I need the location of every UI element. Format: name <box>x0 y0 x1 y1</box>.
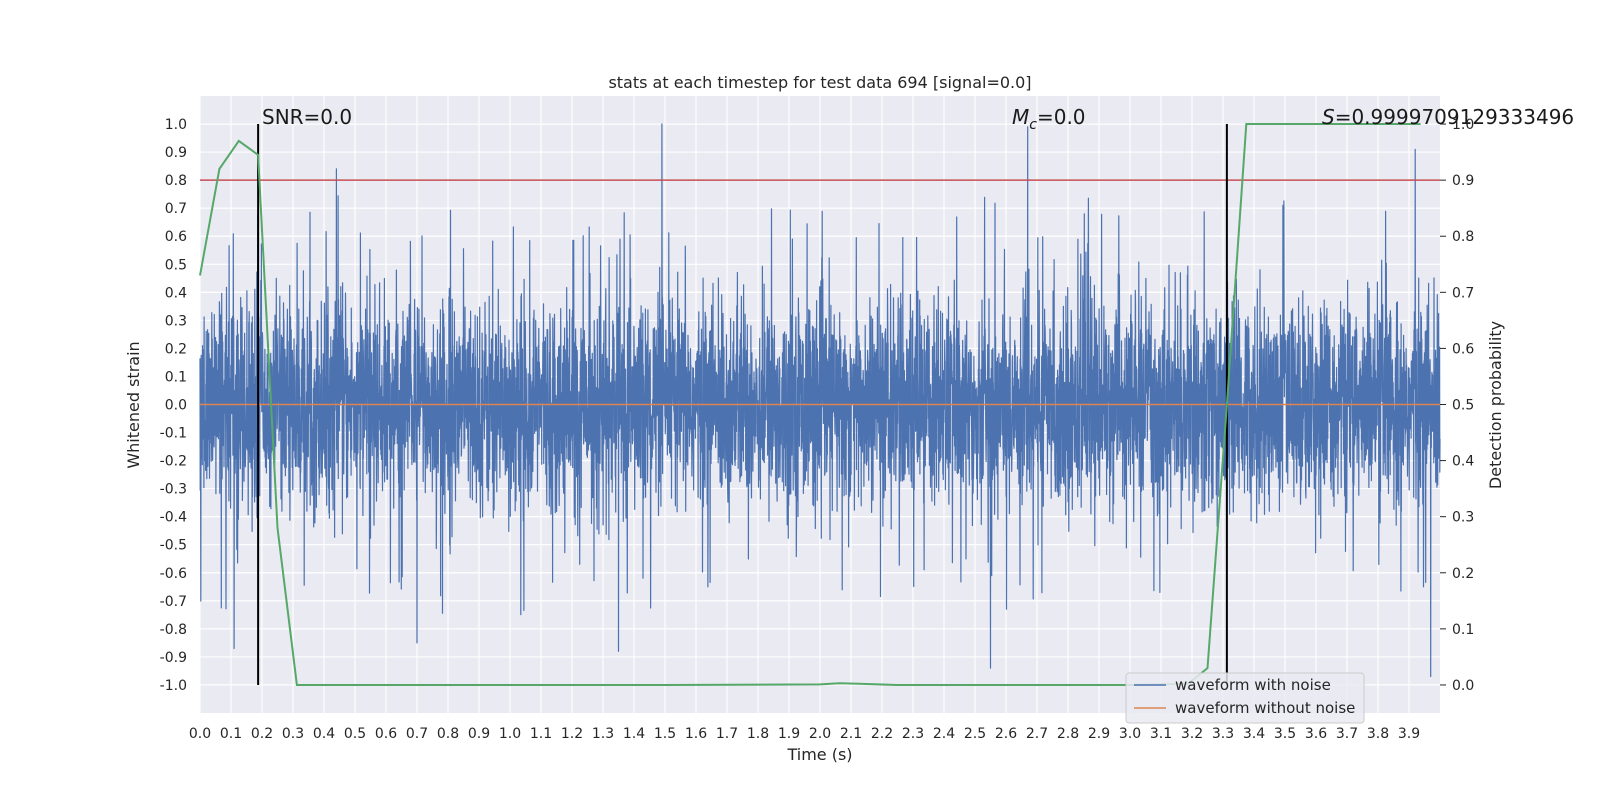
x-tick-label: 0.8 <box>437 726 459 742</box>
x-tick-label: 2.8 <box>1057 726 1079 742</box>
x-tick-label: 1.3 <box>592 726 614 742</box>
y-left-tick-label: -0.2 <box>160 454 187 470</box>
y-left-tick-label: -0.7 <box>160 594 187 610</box>
x-tick-label: 3.3 <box>1212 726 1234 742</box>
annotation-chirp-mass-subscript: c <box>1029 117 1037 133</box>
x-axis-label: Time (s) <box>786 745 852 764</box>
annotation-score-symbol: S <box>1322 105 1335 129</box>
y-right-tick-label: 0.9 <box>1452 173 1474 189</box>
legend-label-clean: waveform without noise <box>1175 699 1355 717</box>
x-tick-label: 3.0 <box>1119 726 1141 742</box>
y-left-tick-label: 0.3 <box>165 313 187 329</box>
y-left-tick-label: -0.1 <box>160 426 187 442</box>
x-tick-label: 1.0 <box>499 726 521 742</box>
x-tick-label: 1.2 <box>561 726 583 742</box>
x-tick-label: 2.7 <box>1026 726 1048 742</box>
x-tick-label: 3.4 <box>1243 726 1265 742</box>
x-tick-label: 3.5 <box>1274 726 1296 742</box>
y-left-tick-label: -0.6 <box>160 566 187 582</box>
annotation-score: S=0.9999709129333496 <box>1322 105 1574 129</box>
x-tick-label: 3.9 <box>1398 726 1420 742</box>
series-waveform-with-noise <box>199 123 1441 678</box>
y-axis-label-left: Whitened strain <box>124 341 143 468</box>
annotation-chirp-mass-value: =0.0 <box>1037 105 1086 129</box>
x-tick-label: 2.3 <box>902 726 924 742</box>
x-tick-label: 2.9 <box>1088 726 1110 742</box>
y-right-tick-label: 0.1 <box>1452 622 1474 638</box>
y-left-tick-label: 0.0 <box>165 398 187 414</box>
annotation-snr: SNR=0.0 <box>262 105 352 129</box>
x-tick-label: 2.2 <box>871 726 893 742</box>
annotation-score-value: =0.9999709129333496 <box>1335 105 1574 129</box>
x-tick-label: 1.8 <box>747 726 769 742</box>
x-tick-label: 1.5 <box>654 726 676 742</box>
legend-box <box>1125 672 1365 724</box>
x-tick-label: 0.7 <box>406 726 428 742</box>
y-right-tick-label: 0.3 <box>1452 510 1474 526</box>
y-left-tick-label: 0.6 <box>165 229 187 245</box>
series-detection-probability <box>199 123 1421 686</box>
y-left-tick-label: -0.3 <box>160 482 187 498</box>
x-tick-label: 2.0 <box>809 726 831 742</box>
waveform-noisy-line <box>199 123 1441 678</box>
y-left-tick-label: -1.0 <box>160 678 187 694</box>
annotation-chirp-mass: Mc=0.0 <box>1012 105 1086 133</box>
x-tick-label: 0.3 <box>282 726 304 742</box>
x-tick-label: 3.8 <box>1367 726 1389 742</box>
y-left-tick-label: 0.4 <box>165 285 187 301</box>
legend: waveform with noise waveform without noi… <box>1125 672 1365 724</box>
y-right-tick-labels: 1.0 0.9 0.8 0.7 0.6 0.5 0.4 0.3 0.2 0.1 0.0 <box>1440 117 1474 694</box>
x-tick-label: 2.1 <box>840 726 862 742</box>
x-tick-label: 1.1 <box>530 726 552 742</box>
y-left-tick-label: 0.5 <box>165 257 187 273</box>
y-right-tick-label: 0.4 <box>1452 454 1474 470</box>
y-right-tick-label: 0.2 <box>1452 566 1474 582</box>
x-tick-label: 0.9 <box>468 726 490 742</box>
y-left-tick-label: -0.5 <box>160 538 187 554</box>
x-tick-label: 1.6 <box>685 726 707 742</box>
chart-title: stats at each timestep for test data 694… <box>608 73 1031 92</box>
y-left-tick-label: 0.8 <box>165 173 187 189</box>
legend-label-noisy: waveform with noise <box>1175 676 1331 694</box>
x-tick-label: 2.5 <box>964 726 986 742</box>
y-axis-label-right: Detection probability <box>1486 321 1505 489</box>
x-tick-label: 0.4 <box>313 726 335 742</box>
y-left-tick-label: 1.0 <box>165 117 187 133</box>
x-tick-label: 2.6 <box>995 726 1017 742</box>
detection-probability-line <box>199 123 1421 686</box>
x-tick-label: 2.4 <box>933 726 955 742</box>
x-tick-label: 3.1 <box>1150 726 1172 742</box>
y-right-tick-label: 0.8 <box>1452 229 1474 245</box>
y-left-tick-label: 0.7 <box>165 201 187 217</box>
x-tick-label: 0.2 <box>251 726 273 742</box>
x-tick-label: 3.6 <box>1305 726 1327 742</box>
annotation-chirp-mass-symbol: M <box>1012 105 1029 129</box>
y-right-tick-label: 0.5 <box>1452 398 1474 414</box>
y-left-tick-labels: 1.0 0.9 0.8 0.7 0.6 0.5 0.4 0.3 0.2 0.1 0.0 -0.1 -0.… <box>160 117 187 694</box>
y-left-tick-label: -0.4 <box>160 510 187 526</box>
x-tick-label: 1.4 <box>623 726 645 742</box>
y-right-tick-label: 0.7 <box>1452 285 1474 301</box>
x-tick-label: 0.1 <box>220 726 242 742</box>
x-tick-label: 0.6 <box>375 726 397 742</box>
x-tick-label: 0.5 <box>344 726 366 742</box>
y-left-tick-label: -0.8 <box>160 622 187 638</box>
y-left-tick-label: -0.9 <box>160 650 187 666</box>
x-tick-labels: 0.0 0.1 0.2 0.3 0.4 0.5 0.6 0.7 0.8 0.9 1.0 1.1 1.2 1… <box>189 726 1420 742</box>
x-tick-label: 1.7 <box>716 726 738 742</box>
y-left-tick-label: 0.2 <box>165 341 187 357</box>
x-tick-label: 3.7 <box>1336 726 1358 742</box>
y-right-tick-label: 1.0 <box>1452 117 1474 133</box>
x-tick-label: 0.0 <box>189 726 211 742</box>
x-tick-label: 3.2 <box>1181 726 1203 742</box>
x-tick-label: 1.9 <box>778 726 800 742</box>
y-left-tick-label: 0.1 <box>165 369 187 385</box>
y-right-tick-label: 0.0 <box>1452 678 1474 694</box>
y-left-tick-label: 0.9 <box>165 145 187 161</box>
y-right-tick-label: 0.6 <box>1452 341 1474 357</box>
